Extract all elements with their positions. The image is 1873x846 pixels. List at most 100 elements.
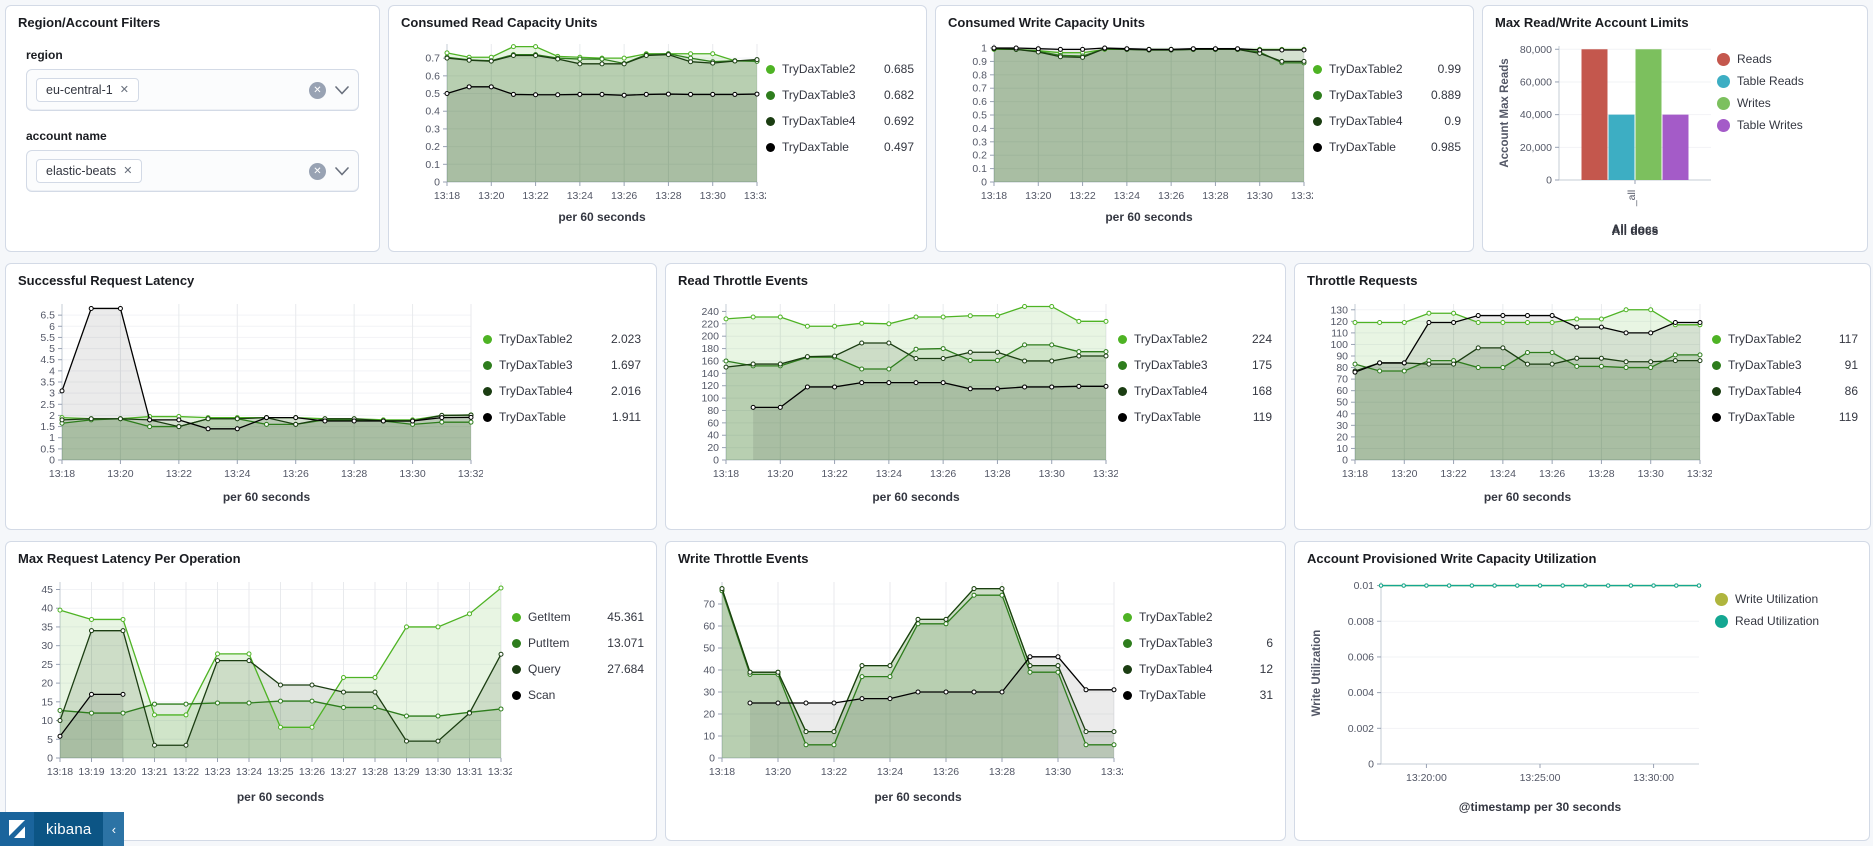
svg-text:20: 20 bbox=[41, 678, 53, 690]
legend-series-name: TryDaxTable4 bbox=[1134, 384, 1208, 398]
remove-tag-icon[interactable]: ✕ bbox=[123, 164, 133, 177]
clear-selection-icon[interactable]: ✕ bbox=[309, 81, 326, 99]
dashboard-row-2: Successful Request Latency 0 0.5 1 1.5 2 2.5 3… bbox=[5, 263, 1871, 530]
legend-item-trydaxtable[interactable]: TryDaxTable 119 bbox=[1712, 410, 1858, 424]
legend-item-writes[interactable]: Writes bbox=[1717, 96, 1847, 110]
legend-item-trydaxtable2[interactable]: TryDaxTable2 117 bbox=[1712, 332, 1858, 346]
legend-series-name: TryDaxTable bbox=[1139, 688, 1206, 702]
panel-title: Account Provisioned Write Capacity Utili… bbox=[1307, 551, 1597, 566]
legend-item-trydaxtable4[interactable]: TryDaxTable4 0.692 bbox=[766, 114, 914, 128]
legend-color-dot bbox=[1717, 74, 1730, 88]
legend-item-trydaxtable3[interactable]: TryDaxTable3 91 bbox=[1712, 358, 1858, 372]
svg-text:30: 30 bbox=[1336, 420, 1348, 432]
legend-item-trydaxtable3[interactable]: TryDaxTable3 0.889 bbox=[1313, 88, 1461, 102]
legend-series-value: 0.99 bbox=[1437, 62, 1461, 76]
legend-series-value: 0.889 bbox=[1430, 88, 1461, 102]
account-name-combobox[interactable]: elastic-beats ✕ ✕ bbox=[26, 150, 359, 192]
legend-item-trydaxtable3[interactable]: TryDaxTable3 0.682 bbox=[766, 88, 914, 102]
bar-writes[interactable] bbox=[1635, 49, 1662, 180]
legend-item-trydaxtable[interactable]: TryDaxTable 31 bbox=[1123, 688, 1273, 702]
legend-item-getitem[interactable]: GetItem 45.361 bbox=[512, 610, 644, 624]
write-capacity-utilization-chart: 0 0.002 0.004 0.006 0.008 0.01 13:20:00 13:25:0… bbox=[1307, 566, 1857, 818]
legend-series-value: 0.497 bbox=[883, 140, 914, 154]
legend-color-dot bbox=[512, 612, 521, 622]
svg-text:13:18: 13:18 bbox=[434, 190, 460, 202]
bar-table-reads[interactable] bbox=[1608, 114, 1635, 180]
legend-item-read-utilization[interactable]: Read Utilization bbox=[1715, 614, 1857, 628]
legend-series-name: TryDaxTable4 bbox=[1329, 114, 1403, 128]
collapse-nav-button[interactable]: ‹ bbox=[103, 812, 125, 846]
chevron-down-icon[interactable] bbox=[335, 85, 349, 95]
legend-color-dot bbox=[1118, 386, 1127, 396]
svg-text:13:23: 13:23 bbox=[204, 766, 230, 778]
svg-text:50: 50 bbox=[1336, 397, 1348, 409]
legend-series-value: 0.9 bbox=[1444, 114, 1461, 128]
legend-series-name: Reads bbox=[1737, 52, 1772, 66]
max-read-write-limits-chart: 0 20,000 40,000 60,000 80,000 All docs Account… bbox=[1495, 30, 1855, 242]
legend-color-dot bbox=[483, 386, 492, 396]
legend-item-trydaxtable2[interactable]: TryDaxTable2 0.99 bbox=[1313, 62, 1461, 76]
legend-color-dot bbox=[1313, 90, 1322, 100]
svg-text:13:18: 13:18 bbox=[981, 190, 1007, 202]
legend-item-reads[interactable]: Reads bbox=[1717, 52, 1847, 66]
legend-item-table-reads[interactable]: Table Reads bbox=[1717, 74, 1847, 88]
dashboard-row-3: Max Request Latency Per Operation 0 5 10 15… bbox=[5, 541, 1870, 841]
consumed-read-capacity-chart: 0 0.1 0.2 0.3 0.4 0.5 0.6 0.7 13:18 13:20 13:22 13:… bbox=[401, 30, 914, 228]
legend-item-trydaxtable[interactable]: TryDaxTable 0.985 bbox=[1313, 140, 1461, 154]
svg-text:60,000: 60,000 bbox=[1520, 76, 1552, 88]
legend-item-putitem[interactable]: PutItem 13.071 bbox=[512, 636, 644, 650]
legend-item-trydaxtable3[interactable]: TryDaxTable3 1.697 bbox=[483, 358, 641, 372]
svg-text:13:22: 13:22 bbox=[821, 468, 847, 480]
legend-item-trydaxtable4[interactable]: TryDaxTable4 12 bbox=[1123, 662, 1273, 676]
svg-text:5.5: 5.5 bbox=[40, 332, 55, 344]
account-name-selected-pill[interactable]: elastic-beats ✕ bbox=[36, 159, 143, 183]
svg-text:40: 40 bbox=[41, 603, 53, 615]
consumedRead-svg: 0 0.1 0.2 0.3 0.4 0.5 0.6 0.7 13:18 13:20 13:22 13:… bbox=[425, 44, 766, 224]
svg-text:13:18: 13:18 bbox=[49, 468, 75, 480]
svg-text:0.8: 0.8 bbox=[972, 69, 987, 81]
legend-color-dot bbox=[1712, 386, 1721, 396]
svg-text:Write Utilization: Write Utilization bbox=[1311, 630, 1323, 717]
svg-text:0.3: 0.3 bbox=[425, 123, 440, 135]
region-selected-pill[interactable]: eu-central-1 ✕ bbox=[36, 78, 139, 102]
panel-title: Max Read/Write Account Limits bbox=[1495, 15, 1689, 30]
svg-text:13:28: 13:28 bbox=[989, 766, 1015, 778]
svg-text:20: 20 bbox=[703, 709, 715, 721]
legend-color-dot bbox=[766, 116, 775, 126]
max-request-latency-chart: 0 5 10 15 20 25 30 35 40 45 13:18 13:19 13:20 13:21 13… bbox=[18, 566, 644, 808]
legend-item-write-utilization[interactable]: Write Utilization bbox=[1715, 592, 1857, 606]
remove-tag-icon[interactable]: ✕ bbox=[119, 83, 129, 96]
svg-text:13:24: 13:24 bbox=[876, 468, 902, 480]
legend-item-query[interactable]: Query 27.684 bbox=[512, 662, 644, 676]
svg-text:1: 1 bbox=[49, 432, 55, 444]
legend-item-trydaxtable[interactable]: TryDaxTable 1.911 bbox=[483, 410, 641, 424]
legend-color-dot bbox=[1313, 116, 1322, 126]
legend-color-dot bbox=[1712, 334, 1721, 344]
panel-title: Throttle Requests bbox=[1307, 273, 1418, 288]
legend-item-trydaxtable2[interactable]: TryDaxTable2 224 bbox=[1118, 332, 1272, 346]
legend-item-table-writes[interactable]: Table Writes bbox=[1717, 118, 1847, 132]
bar-table-writes[interactable] bbox=[1662, 114, 1689, 180]
legend-item-trydaxtable3[interactable]: TryDaxTable3 6 bbox=[1123, 636, 1273, 650]
clear-selection-icon[interactable]: ✕ bbox=[309, 162, 326, 180]
chevron-down-icon[interactable] bbox=[335, 166, 349, 176]
legend-item-trydaxtable4[interactable]: TryDaxTable4 168 bbox=[1118, 384, 1272, 398]
legend-item-scan[interactable]: Scan bbox=[512, 688, 644, 702]
legend-series-name: TryDaxTable4 bbox=[782, 114, 856, 128]
legend-item-trydaxtable3[interactable]: TryDaxTable3 175 bbox=[1118, 358, 1272, 372]
legend-item-trydaxtable4[interactable]: TryDaxTable4 2.016 bbox=[483, 384, 641, 398]
region-combobox[interactable]: eu-central-1 ✕ ✕ bbox=[26, 69, 359, 111]
legend-item-trydaxtable[interactable]: TryDaxTable 119 bbox=[1118, 410, 1272, 424]
legend-series-name: TryDaxTable3 bbox=[1139, 636, 1213, 650]
legend-item-trydaxtable4[interactable]: TryDaxTable4 86 bbox=[1712, 384, 1858, 398]
panel-title: Max Request Latency Per Operation bbox=[18, 551, 241, 566]
legend-item-trydaxtable2[interactable]: TryDaxTable2 0.685 bbox=[766, 62, 914, 76]
legend-item-trydaxtable4[interactable]: TryDaxTable4 0.9 bbox=[1313, 114, 1461, 128]
account-name-pill-label: elastic-beats bbox=[46, 164, 117, 178]
legend-item-trydaxtable[interactable]: TryDaxTable 0.497 bbox=[766, 140, 914, 154]
bar-reads[interactable] bbox=[1581, 49, 1608, 180]
svg-text:6: 6 bbox=[49, 321, 55, 333]
svg-text:130: 130 bbox=[1330, 304, 1348, 316]
legend-item-trydaxtable2[interactable]: TryDaxTable2 bbox=[1123, 610, 1273, 624]
legend-item-trydaxtable2[interactable]: TryDaxTable2 2.023 bbox=[483, 332, 641, 346]
